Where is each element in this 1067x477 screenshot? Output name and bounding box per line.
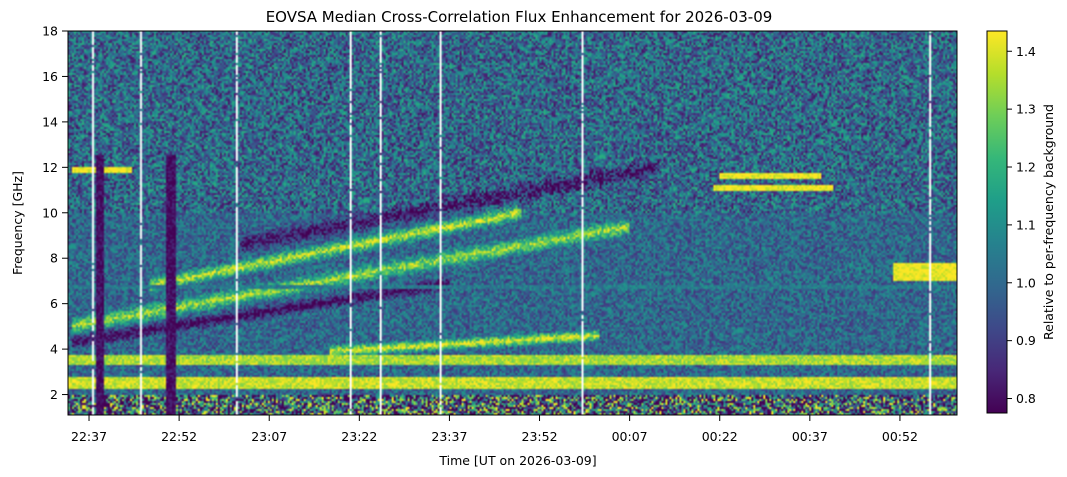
x-tick-label: 22:37 — [71, 429, 107, 444]
x-tick-label: 23:37 — [431, 429, 467, 444]
colorbar-tick-label: 0.8 — [1016, 391, 1036, 406]
y-tick-label: 16 — [42, 69, 58, 84]
y-tick-label: 8 — [50, 251, 58, 266]
x-axis: 22:37 22:52 23:07 23:22 23:37 23:52 00:07 00:22… — [71, 415, 918, 444]
x-axis-label: Time [UT on 2026-03-09] — [438, 453, 596, 468]
colorbar-tick-label: 1.0 — [1016, 275, 1036, 290]
y-tick-label: 6 — [50, 296, 58, 311]
chart-title: EOVSA Median Cross-Correlation Flux Enha… — [266, 8, 773, 26]
heatmap-image — [68, 31, 957, 415]
x-tick-label: 23:22 — [341, 429, 377, 444]
plot-area — [67, 30, 958, 416]
colorbar-tick-label: 1.3 — [1016, 102, 1036, 117]
colorbar-tick-label: 0.9 — [1016, 333, 1036, 348]
colorbar-label: Relative to per-frequency background — [1041, 104, 1056, 340]
y-tick-label: 10 — [42, 205, 58, 220]
plot-frame — [67, 30, 958, 416]
x-tick-label: 00:37 — [792, 429, 828, 444]
colorbar-tick-label: 1.4 — [1016, 44, 1036, 59]
y-tick-label: 2 — [50, 387, 58, 402]
y-tick-label: 14 — [42, 114, 58, 129]
x-tick-label: 00:52 — [882, 429, 918, 444]
y-tick-label: 4 — [50, 342, 58, 357]
colorbar-tick-label: 1.1 — [1016, 217, 1036, 232]
y-axis: 2 4 6 8 10 12 14 16 18 — [42, 24, 68, 402]
x-tick-label: 22:52 — [161, 429, 197, 444]
x-tick-label: 00:07 — [612, 429, 648, 444]
colorbar-ticks: 0.8 0.9 1.0 1.1 1.2 1.3 1.4 — [1007, 44, 1036, 406]
colorbar: 0.8 0.9 1.0 1.1 1.2 1.3 1.4 Relative to per-fr… — [986, 30, 1056, 414]
x-tick-label: 23:52 — [522, 429, 558, 444]
y-axis-label: Frequency [GHz] — [10, 171, 25, 275]
y-tick-label: 12 — [42, 160, 58, 175]
y-tick-label: 18 — [42, 24, 58, 39]
x-tick-label: 00:22 — [702, 429, 738, 444]
colorbar-tick-label: 1.2 — [1016, 160, 1036, 175]
colorbar-gradient — [986, 30, 1008, 414]
x-tick-label: 23:07 — [251, 429, 287, 444]
